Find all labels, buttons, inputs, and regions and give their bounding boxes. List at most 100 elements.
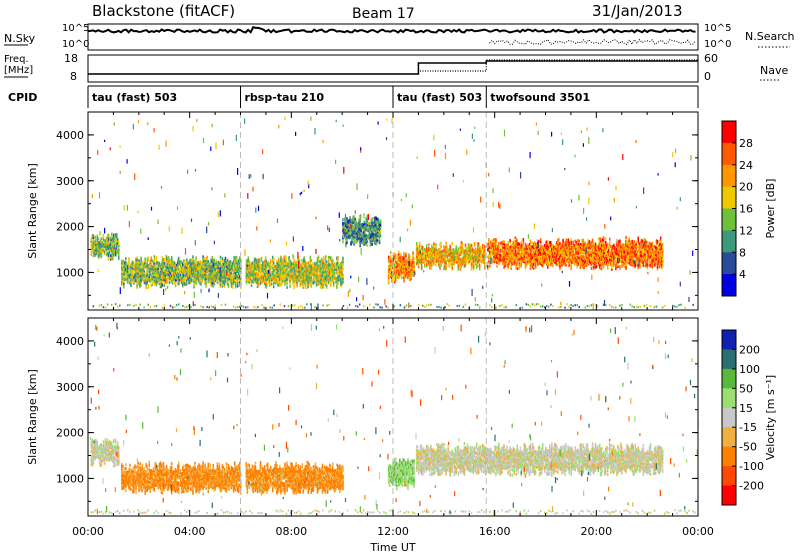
range-gate-cell <box>431 263 433 267</box>
range-gate-cell <box>92 241 95 245</box>
range-gate-cell <box>147 258 149 262</box>
range-gate-cell <box>594 249 597 253</box>
range-gate-cell <box>293 273 295 277</box>
range-gate-cell <box>400 254 402 258</box>
range-gate-cell <box>592 249 595 252</box>
range-gate-cell <box>160 281 163 285</box>
range-gate-cell <box>271 274 273 278</box>
range-gate-cell <box>464 261 467 265</box>
range-gate-cell <box>572 259 574 262</box>
range-gate-cell <box>312 278 315 281</box>
range-gate-cell <box>408 268 410 271</box>
range-gate-cell <box>586 244 589 248</box>
range-gate-cell <box>290 261 292 265</box>
range-gate-cell <box>179 260 181 264</box>
range-gate-cell <box>372 227 375 231</box>
range-gate-cell <box>539 256 542 260</box>
range-gate-cell <box>427 247 429 251</box>
range-gate-cell <box>234 272 237 276</box>
range-gate-cell <box>443 247 445 250</box>
range-gate-cell <box>566 244 568 248</box>
range-gate-cell <box>107 251 110 255</box>
range-gate-cell <box>210 269 212 273</box>
range-gate-cell <box>105 242 108 246</box>
range-gate-cell <box>433 244 435 248</box>
range-gate-cell <box>534 242 537 246</box>
range-gate-cell <box>211 266 213 270</box>
range-gate-cell <box>97 255 100 259</box>
range-gate-cell <box>215 262 218 266</box>
range-gate-cell <box>516 262 518 266</box>
range-gate-cell <box>343 226 345 230</box>
range-gate-cell <box>198 269 200 273</box>
range-gate-cell <box>375 233 378 237</box>
range-gate-cell <box>233 258 236 261</box>
range-gate-cell <box>309 257 312 261</box>
range-gate-cell <box>255 258 258 262</box>
range-gate-cell <box>429 249 431 253</box>
range-gate-cell <box>273 276 275 280</box>
range-gate-cell <box>97 248 100 252</box>
range-gate-cell <box>404 268 406 272</box>
range-gate-cell <box>173 276 176 280</box>
range-gate-cell <box>551 245 553 248</box>
range-gate-cell <box>285 261 287 265</box>
range-gate-cell <box>311 262 314 266</box>
range-gate-cell <box>495 249 497 252</box>
range-gate-cell <box>308 273 311 277</box>
range-gate-cell <box>234 265 237 269</box>
range-gate-cell <box>194 267 196 270</box>
range-gate-cell <box>314 265 317 269</box>
range-gate-cell <box>320 274 323 278</box>
range-gate-cell <box>148 268 150 271</box>
range-gate-cell <box>395 274 397 278</box>
range-gate-cell <box>326 274 329 278</box>
range-gate-cell <box>602 238 605 242</box>
range-gate-cell <box>163 258 166 262</box>
range-gate-cell <box>490 255 492 259</box>
range-gate-cell <box>169 277 172 281</box>
range-gate-cell <box>201 276 203 280</box>
range-gate-cell <box>186 267 188 271</box>
range-gate-cell <box>192 271 194 275</box>
range-gate-cell <box>478 247 481 251</box>
range-gate-cell <box>408 253 410 257</box>
range-gate-cell <box>263 259 266 263</box>
range-gate-cell <box>187 264 189 268</box>
range-gate-cell <box>328 278 331 282</box>
cpid-segment-label: tau (fast) 503 <box>92 91 177 104</box>
range-gate-cell <box>138 262 140 266</box>
range-gate-cell <box>424 248 426 251</box>
range-gate-cell <box>90 239 92 243</box>
range-gate-cell <box>291 272 293 276</box>
range-gate-cell <box>337 274 339 278</box>
range-gate-cell <box>607 251 609 255</box>
range-gate-cell <box>378 241 381 245</box>
range-gate-cell <box>197 261 199 264</box>
range-gate-cell <box>273 257 275 261</box>
range-gate-cell <box>339 277 341 281</box>
range-gate-cell <box>387 270 390 274</box>
range-gate-cell <box>338 262 340 266</box>
range-gate-cell <box>468 243 471 247</box>
range-gate-cell <box>118 256 120 260</box>
range-gate-cell <box>260 256 263 260</box>
range-gate-cell <box>397 273 399 277</box>
range-gate-cell <box>274 264 276 268</box>
range-gate-cell <box>363 235 365 239</box>
range-gate-cell <box>444 250 446 254</box>
range-gate-cell <box>602 236 605 240</box>
range-gate-cell <box>209 274 211 278</box>
range-gate-cell <box>170 278 173 282</box>
range-gate-cell <box>606 253 608 257</box>
range-gate-cell <box>113 248 116 251</box>
range-gate-cell <box>439 242 441 246</box>
range-gate-cell <box>124 272 126 276</box>
range-gate-cell <box>367 221 370 225</box>
range-gate-cell <box>90 250 92 254</box>
range-gate-cell <box>170 280 173 284</box>
range-gate-cell <box>507 255 509 259</box>
range-gate-cell <box>366 223 369 227</box>
range-gate-cell <box>143 265 145 269</box>
range-gate-cell <box>426 249 428 253</box>
